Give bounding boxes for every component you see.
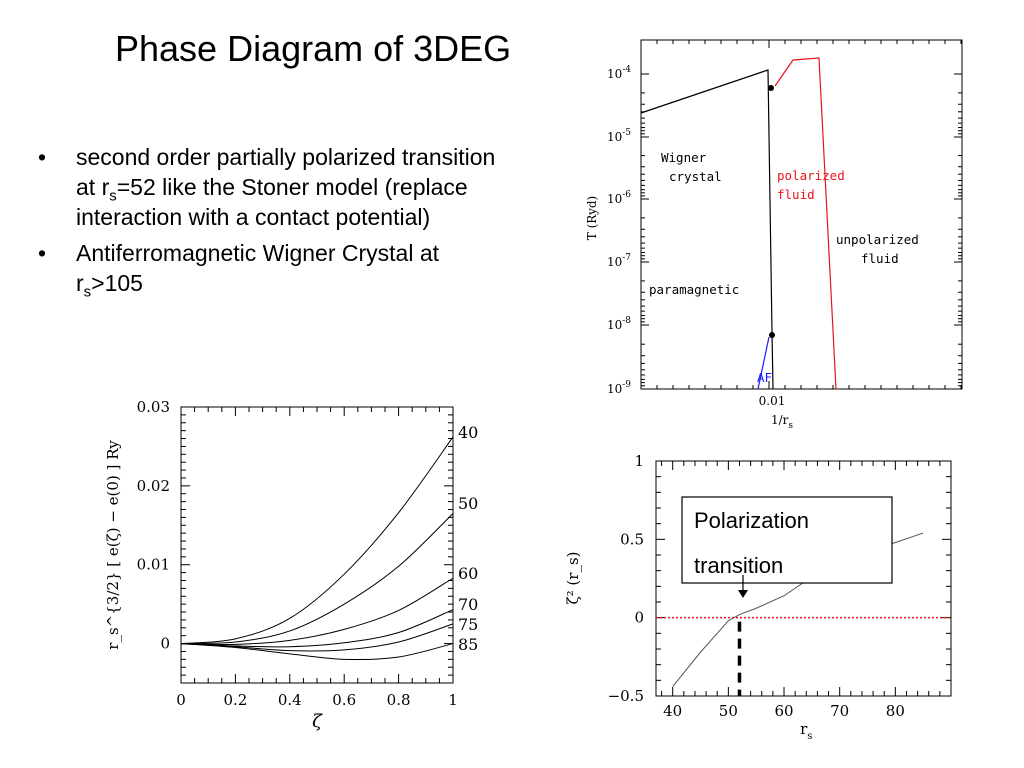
region-label: AF	[757, 370, 772, 385]
series-line	[180, 623, 454, 652]
annotation-text: Polarization	[694, 508, 809, 533]
series-label: 60	[458, 564, 478, 583]
x-tick-label: 0	[176, 691, 186, 709]
y-tick-label: 10-9	[607, 380, 631, 396]
bullet-text: second order partially polarized transit…	[76, 144, 496, 230]
series-label: 40	[458, 423, 478, 442]
y-tick-label: 0	[160, 635, 170, 653]
y-tick-label: 1	[634, 452, 644, 470]
y-axis-label: ζ² (r_s)	[564, 552, 582, 605]
x-tick-label: 50	[719, 702, 738, 720]
series-line	[180, 609, 454, 648]
y-tick-label: 0.01	[137, 556, 170, 574]
x-tick-label: 70	[830, 702, 849, 720]
x-axis-label: 1/rs	[771, 413, 793, 431]
x-tick-label: 0.8	[387, 691, 411, 709]
polarized-fluid-boundary	[774, 57, 837, 390]
af-boundary	[757, 336, 770, 390]
x-axis-label: ζ	[312, 711, 323, 732]
bullet-item: • second order partially polarized trans…	[38, 142, 508, 232]
wigner-crystal-boundary	[640, 69, 774, 390]
x-tick-label: 0.6	[332, 691, 356, 709]
y-tick-label: 10-8	[607, 316, 631, 332]
bullet-list: • second order partially polarized trans…	[38, 142, 508, 304]
region-label: polarized	[777, 168, 845, 183]
series-label: 70	[458, 595, 478, 614]
critical-point-marker	[768, 85, 774, 91]
y-axis-label: r_s^{3/2} [ e(ζ) − e(0) ] Ry	[104, 440, 122, 650]
slide-title: Phase Diagram of 3DEG	[115, 28, 512, 69]
bullet-item: • Antiferromagnetic Wigner Crystal at rs…	[38, 238, 508, 301]
region-label: unpolarized	[836, 232, 919, 247]
x-tick-label: 0.2	[223, 691, 247, 709]
series-label: 75	[458, 615, 478, 634]
series-label: 50	[458, 494, 478, 513]
region-label: fluid	[777, 187, 815, 202]
y-tick-label: 0.02	[137, 477, 170, 495]
y-tick-label: 10-4	[607, 65, 631, 81]
x-tick-label: 0.01	[759, 394, 786, 408]
x-tick-label: 40	[663, 702, 682, 720]
region-label: paramagnetic	[649, 282, 739, 297]
series-line	[180, 513, 454, 645]
y-tick-label: 0.5	[620, 530, 644, 548]
region-label: crystal	[669, 169, 722, 184]
y-tick-label: 0.03	[137, 398, 170, 416]
y-axis-label: T (Ryd)	[585, 196, 599, 240]
y-tick-label: 10-5	[607, 128, 631, 144]
annotation-box	[681, 496, 893, 584]
plot-frame	[655, 460, 952, 697]
annotation-text: transition	[694, 553, 783, 578]
x-tick-label: 1	[448, 691, 458, 709]
x-tick-label: 80	[886, 702, 905, 720]
series-line	[180, 643, 454, 661]
critical-point-marker	[769, 332, 775, 338]
bullet-dot: •	[38, 240, 47, 266]
y-tick-label: 10-7	[607, 253, 631, 269]
series-line	[180, 577, 454, 645]
y-tick-label: 0	[634, 609, 644, 627]
region-label: fluid	[861, 251, 899, 266]
y-tick-label: 10-6	[607, 190, 631, 206]
bullet-dot: •	[38, 144, 47, 170]
x-tick-label: 0.4	[278, 691, 302, 709]
x-tick-label: 60	[774, 702, 793, 720]
series-label: 85	[458, 635, 478, 654]
region-label: Wigner	[661, 150, 707, 165]
y-tick-label: −0.5	[608, 687, 644, 705]
series-line	[180, 436, 454, 645]
x-axis-label: rs	[800, 720, 812, 742]
bullet-text: Antiferromagnetic Wigner Crystal at rs>1…	[76, 240, 440, 301]
annotation-arrow-head	[738, 590, 748, 598]
